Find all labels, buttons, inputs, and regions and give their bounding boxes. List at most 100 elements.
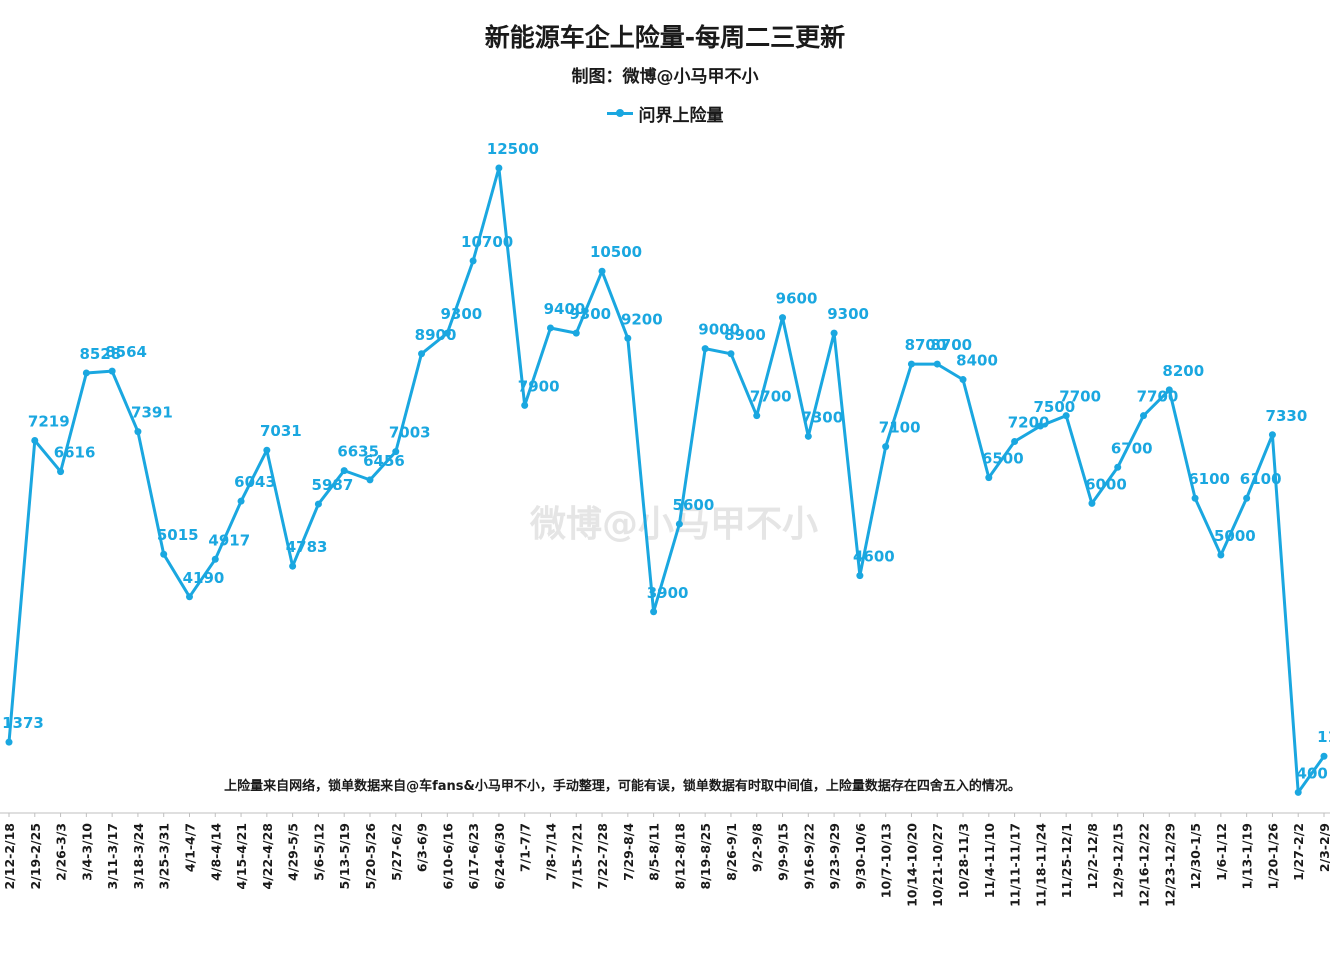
x-tick-label: 5/13-5/19	[337, 823, 352, 890]
data-label: 8528	[79, 345, 121, 363]
data-point	[289, 562, 297, 570]
data-label: 7219	[28, 412, 70, 430]
data-label: 4600	[853, 548, 895, 566]
x-tick-label: 12/23-12/29	[1162, 823, 1177, 907]
data-label: 1100	[1317, 728, 1330, 746]
data-label: 6700	[1111, 439, 1153, 457]
data-point	[882, 443, 890, 451]
x-tick-label: 2/19-2/25	[28, 823, 43, 890]
data-point	[959, 376, 967, 384]
data-label: 7300	[801, 408, 843, 426]
data-label: 9200	[621, 310, 663, 328]
data-label: 8900	[415, 326, 457, 344]
x-tick-label: 10/21-10/27	[930, 823, 945, 907]
data-point	[314, 500, 322, 508]
data-point	[804, 432, 812, 440]
data-label: 7900	[518, 377, 560, 395]
data-label: 6043	[234, 473, 276, 491]
data-label: 10700	[461, 233, 513, 251]
x-tick-label: 9/16-9/22	[801, 823, 816, 890]
x-tick-label: 11/11-11/17	[1008, 823, 1023, 907]
x-tick-label: 3/25-3/31	[157, 823, 172, 890]
x-axis-ticks	[8, 813, 1325, 817]
data-label: 9400	[544, 300, 586, 318]
data-point	[1243, 494, 1251, 502]
data-point	[727, 350, 735, 358]
data-label: 8700	[905, 336, 947, 354]
data-point	[1114, 463, 1122, 471]
x-tick-label: 5/27-6/2	[389, 823, 404, 881]
data-label: 7700	[1137, 388, 1179, 406]
data-label: 5987	[312, 476, 354, 494]
data-label: 8200	[1162, 362, 1204, 380]
data-label: 4917	[208, 531, 250, 549]
data-point	[598, 267, 606, 275]
data-label: 4190	[183, 569, 225, 587]
x-tick-label: 7/15-7/21	[569, 823, 584, 890]
x-tick-label: 3/4-3/10	[79, 823, 94, 881]
x-tick-label: 10/7-10/13	[879, 823, 894, 898]
data-label: 3900	[647, 584, 689, 602]
data-label: 6456	[363, 452, 405, 470]
data-label: 6616	[54, 444, 96, 462]
data-label: 6635	[337, 443, 379, 461]
data-point	[469, 257, 477, 265]
data-label: 7031	[260, 422, 302, 440]
chart-subtitle: 制图：微博@小马甲不小	[571, 67, 759, 87]
data-label: 5000	[1214, 527, 1256, 545]
x-tick-label: 4/22-4/28	[260, 823, 275, 890]
legend: 问界上险量	[0, 101, 1330, 126]
data-label: 5015	[157, 526, 199, 544]
data-point	[1294, 788, 1302, 796]
data-point	[546, 324, 554, 332]
series-line	[7, 166, 1326, 794]
data-point	[495, 164, 503, 172]
x-tick-label: 1/13-1/19	[1240, 823, 1255, 890]
x-tick-label: 6/3-6/9	[415, 823, 430, 872]
x-tick-label: 10/28-11/3	[956, 823, 971, 898]
data-label: 7700	[750, 388, 792, 406]
data-point	[572, 329, 580, 337]
x-tick-label: 8/26-9/1	[724, 823, 739, 881]
data-point	[263, 446, 271, 454]
data-point	[108, 367, 116, 375]
x-tick-label: 1/6-1/12	[1214, 823, 1229, 881]
data-point	[907, 360, 915, 368]
data-point	[1268, 431, 1276, 439]
data-label: 5600	[673, 496, 715, 514]
data-label: 9600	[776, 290, 818, 308]
data-label: 9300	[440, 305, 482, 323]
data-label: 8564	[105, 343, 147, 361]
x-tick-label: 2/26-3/3	[54, 823, 69, 881]
x-tick-label: 8/19-8/25	[698, 823, 713, 890]
data-label: 7200	[1008, 413, 1050, 431]
data-point	[211, 555, 219, 563]
x-tick-label: 2/3-2/9	[1317, 823, 1330, 872]
data-point	[933, 360, 941, 368]
data-label: 7100	[879, 419, 921, 437]
data-point	[1191, 494, 1199, 502]
data-point	[1217, 551, 1225, 559]
data-point	[1140, 412, 1148, 420]
x-tick-label: 4/1-4/7	[182, 823, 197, 872]
data-point	[650, 608, 658, 616]
x-tick-label: 9/2-9/8	[750, 823, 765, 872]
x-tick-label: 12/9-12/15	[1111, 823, 1126, 898]
data-point	[1062, 412, 1070, 420]
footnote: 上险量来自网络，锁单数据来自@车fans&小马甲不小，手动整理，可能有误，锁单数…	[224, 779, 1021, 794]
data-label: 7391	[131, 404, 173, 422]
data-label: 9000	[698, 321, 740, 339]
data-point	[985, 474, 993, 482]
data-point	[31, 436, 39, 444]
data-point	[160, 550, 168, 558]
data-label: 7003	[389, 424, 431, 442]
x-tick-label: 11/25-12/1	[1059, 823, 1074, 898]
x-tick-label: 10/14-10/20	[904, 823, 919, 907]
data-point	[624, 334, 632, 342]
x-tick-label: 7/1-7/7	[518, 823, 533, 872]
data-point	[753, 412, 761, 420]
x-tick-label: 11/4-11/10	[982, 823, 997, 899]
data-label: 8900	[724, 326, 766, 344]
